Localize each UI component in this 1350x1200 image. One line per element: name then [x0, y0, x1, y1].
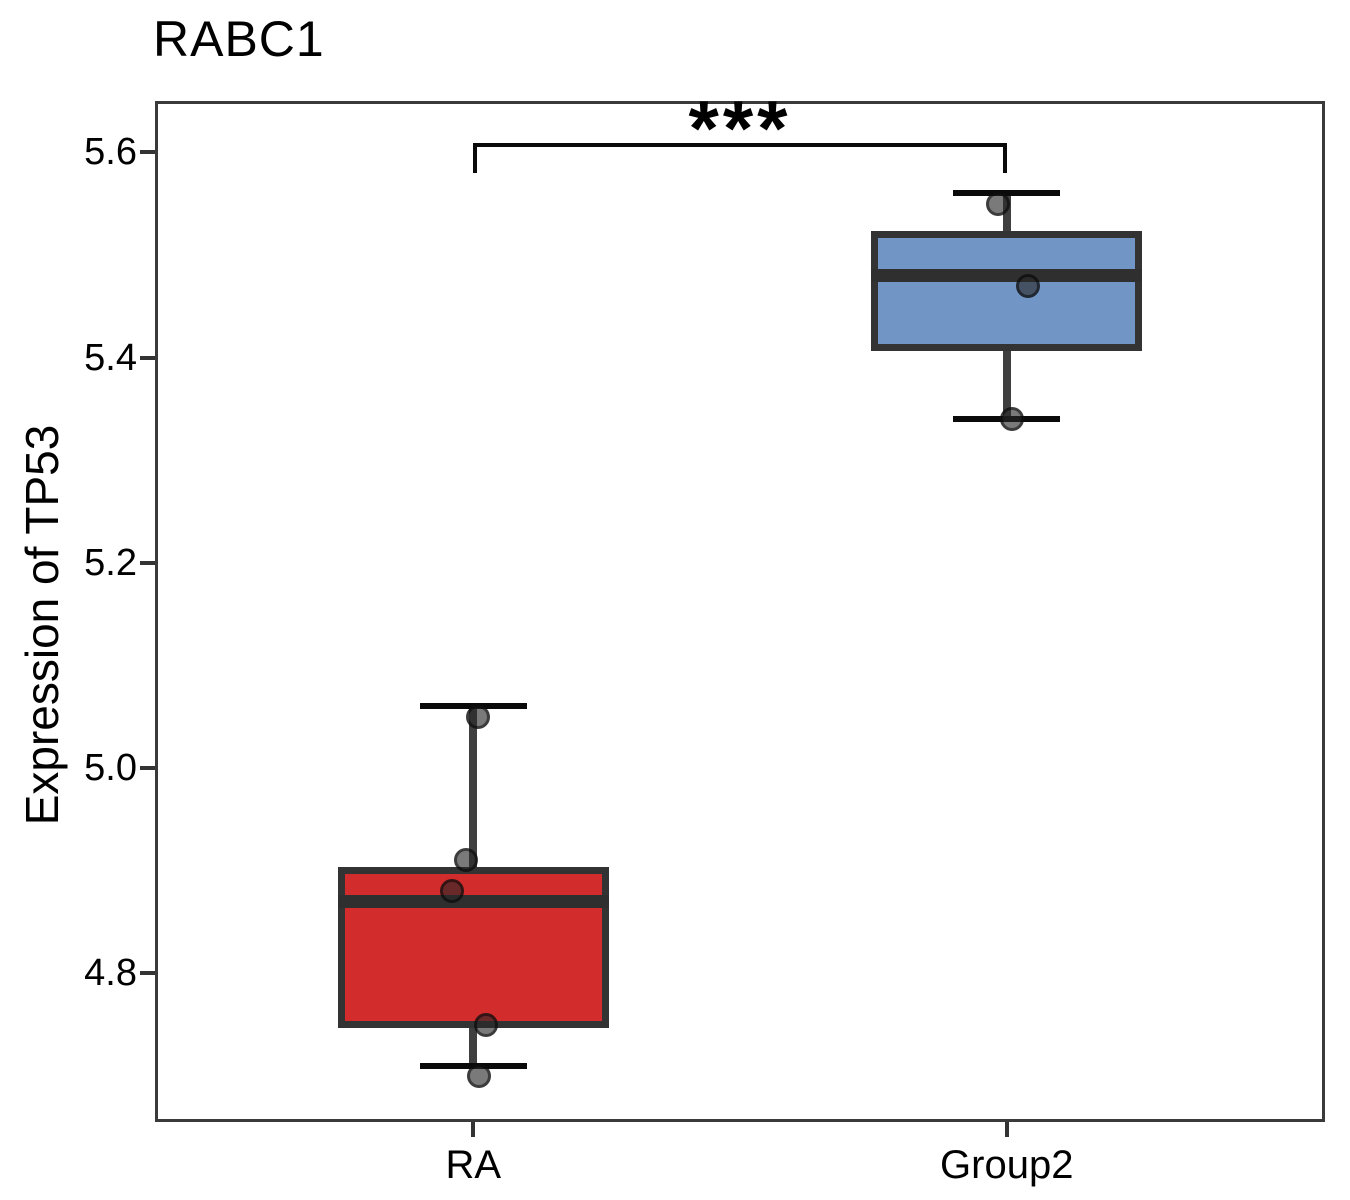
x-tick-label-Group2: Group2	[940, 1143, 1074, 1187]
y-tick-mark	[140, 355, 155, 360]
x-tick-mark	[1004, 1122, 1009, 1137]
box-Group2	[871, 230, 1143, 351]
y-tick-mark	[140, 150, 155, 155]
whisker-cap-top-Group2	[953, 190, 1061, 197]
jitter-point	[467, 1063, 492, 1088]
y-tick-mark	[140, 971, 155, 976]
whisker-lower-RA	[469, 1024, 478, 1066]
whisker-upper-Group2	[1002, 193, 1011, 235]
y-tick-label: 5.2	[84, 541, 137, 584]
whisker-lower-Group2	[1002, 347, 1011, 420]
plot-panel	[155, 101, 1325, 1122]
y-tick-mark	[140, 765, 155, 770]
y-tick-label: 5.0	[84, 746, 137, 789]
significance-bar	[473, 143, 1007, 148]
y-tick-mark	[140, 560, 155, 565]
significance-tick-left	[473, 143, 478, 173]
x-tick-label-RA: RA	[445, 1143, 502, 1187]
jitter-point	[1015, 273, 1040, 298]
median-Group2	[871, 268, 1143, 282]
chart-title: RABC1	[153, 11, 325, 67]
jitter-point	[999, 407, 1024, 432]
y-tick-label: 5.4	[84, 336, 137, 379]
jitter-point	[985, 191, 1010, 216]
jitter-point	[440, 879, 465, 904]
significance-label: ***	[688, 84, 792, 173]
whisker-upper-RA	[469, 706, 478, 871]
x-tick-mark	[471, 1122, 476, 1137]
median-RA	[337, 894, 609, 908]
y-tick-label: 5.6	[84, 131, 137, 174]
box-RA	[337, 867, 609, 1028]
significance-tick-right	[1002, 143, 1007, 173]
jitter-point	[466, 704, 491, 729]
jitter-point	[474, 1012, 499, 1037]
jitter-point	[454, 848, 479, 873]
y-tick-label: 4.8	[84, 952, 137, 995]
